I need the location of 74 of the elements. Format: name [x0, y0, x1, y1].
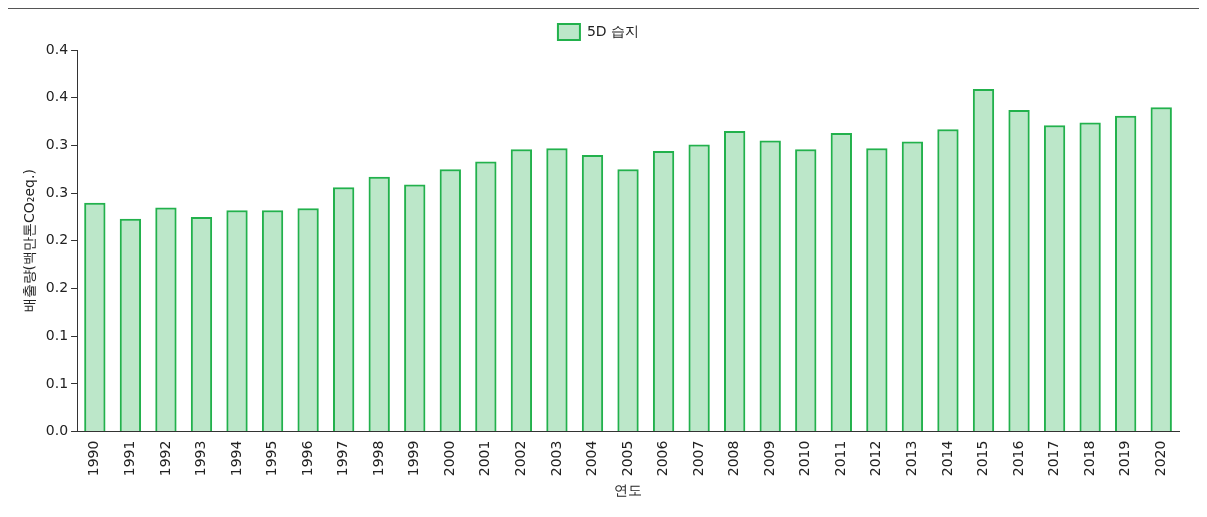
- bar: [795, 149, 817, 432]
- x-tick-label: 1994: [227, 440, 244, 477]
- bar: [1115, 115, 1137, 432]
- bar: [1043, 125, 1066, 432]
- x-tick-label: 2008: [725, 440, 742, 477]
- x-tick-label: 2018: [1080, 440, 1097, 477]
- x-tick-label: 1996: [298, 440, 315, 477]
- bar: [901, 141, 924, 432]
- y-tick-label: 0.0: [45, 422, 69, 439]
- bar: [617, 169, 639, 432]
- x-tick-label: 2014: [938, 440, 955, 477]
- x-tick-label: 2010: [796, 440, 813, 477]
- x-tick-label: 1999: [405, 440, 422, 477]
- bar: [333, 187, 355, 432]
- bar: [510, 149, 533, 432]
- x-tick-label: 2015: [974, 440, 991, 477]
- y-tick-label: 0.3: [45, 136, 69, 153]
- bar: [190, 216, 213, 432]
- x-tick-label: 2006: [654, 440, 671, 477]
- bar: [652, 151, 675, 432]
- x-tick-label: 1998: [369, 440, 386, 477]
- x-tick-label: 1991: [121, 440, 138, 477]
- x-tick-label: 1990: [85, 440, 102, 477]
- legend-label: 5D 습지: [586, 22, 640, 39]
- x-tick-label: 1992: [156, 440, 173, 477]
- x-tick-label: 2002: [512, 440, 529, 477]
- bar: [439, 169, 461, 432]
- y-tick-label: 0.1: [45, 326, 69, 343]
- x-tick-label: 2016: [1009, 440, 1026, 477]
- x-axis-title: 연도: [614, 482, 643, 499]
- y-tick-label: 0.4: [45, 40, 69, 57]
- x-tick-label: 1993: [192, 440, 209, 477]
- x-tick-label: 2003: [547, 440, 564, 477]
- x-tick-label: 2013: [903, 440, 920, 477]
- x-tick-label: 1997: [334, 440, 351, 477]
- y-tick-label: 0.2: [45, 231, 69, 248]
- bar: [972, 89, 995, 432]
- bar: [226, 210, 248, 432]
- x-tick-label: 2004: [583, 440, 600, 477]
- x-tick-label: 2005: [618, 440, 635, 477]
- bar: [261, 210, 284, 432]
- x-tick-label: 2019: [1116, 440, 1133, 477]
- x-tick-label: 2007: [689, 440, 706, 477]
- bar: [937, 129, 959, 432]
- bar: [1079, 122, 1101, 432]
- bar: [368, 176, 390, 432]
- bar: [581, 154, 604, 432]
- y-tick-label: 0.1: [45, 374, 69, 391]
- bar: [546, 148, 568, 432]
- x-tick-label: 2001: [476, 440, 493, 477]
- x-tick-label: 2012: [867, 440, 884, 477]
- bar: [155, 207, 177, 432]
- y-tick-label: 0.4: [45, 88, 69, 105]
- x-tick-label: 2017: [1045, 440, 1062, 477]
- y-axis-title: 배출량(백만톤CO₂eq.): [21, 169, 38, 313]
- bar: [297, 208, 319, 432]
- bar: [404, 184, 426, 432]
- bar: [84, 202, 106, 432]
- bar: [866, 148, 888, 432]
- x-tick-label: 2011: [831, 440, 848, 477]
- bar: [1150, 107, 1172, 432]
- bar: [759, 140, 781, 432]
- x-tick-label: 1995: [263, 440, 280, 477]
- bar: [475, 161, 497, 432]
- y-tick-label: 0.2: [45, 279, 69, 296]
- bar: [724, 131, 746, 432]
- x-tick-label: 2009: [760, 440, 777, 477]
- y-tick-label: 0.3: [45, 183, 69, 200]
- bar: [688, 144, 710, 432]
- x-tick-label: 2020: [1151, 440, 1168, 477]
- bar: [830, 132, 852, 432]
- bar: [1008, 110, 1030, 432]
- x-tick-label: 2000: [440, 440, 457, 477]
- bar: [119, 218, 142, 432]
